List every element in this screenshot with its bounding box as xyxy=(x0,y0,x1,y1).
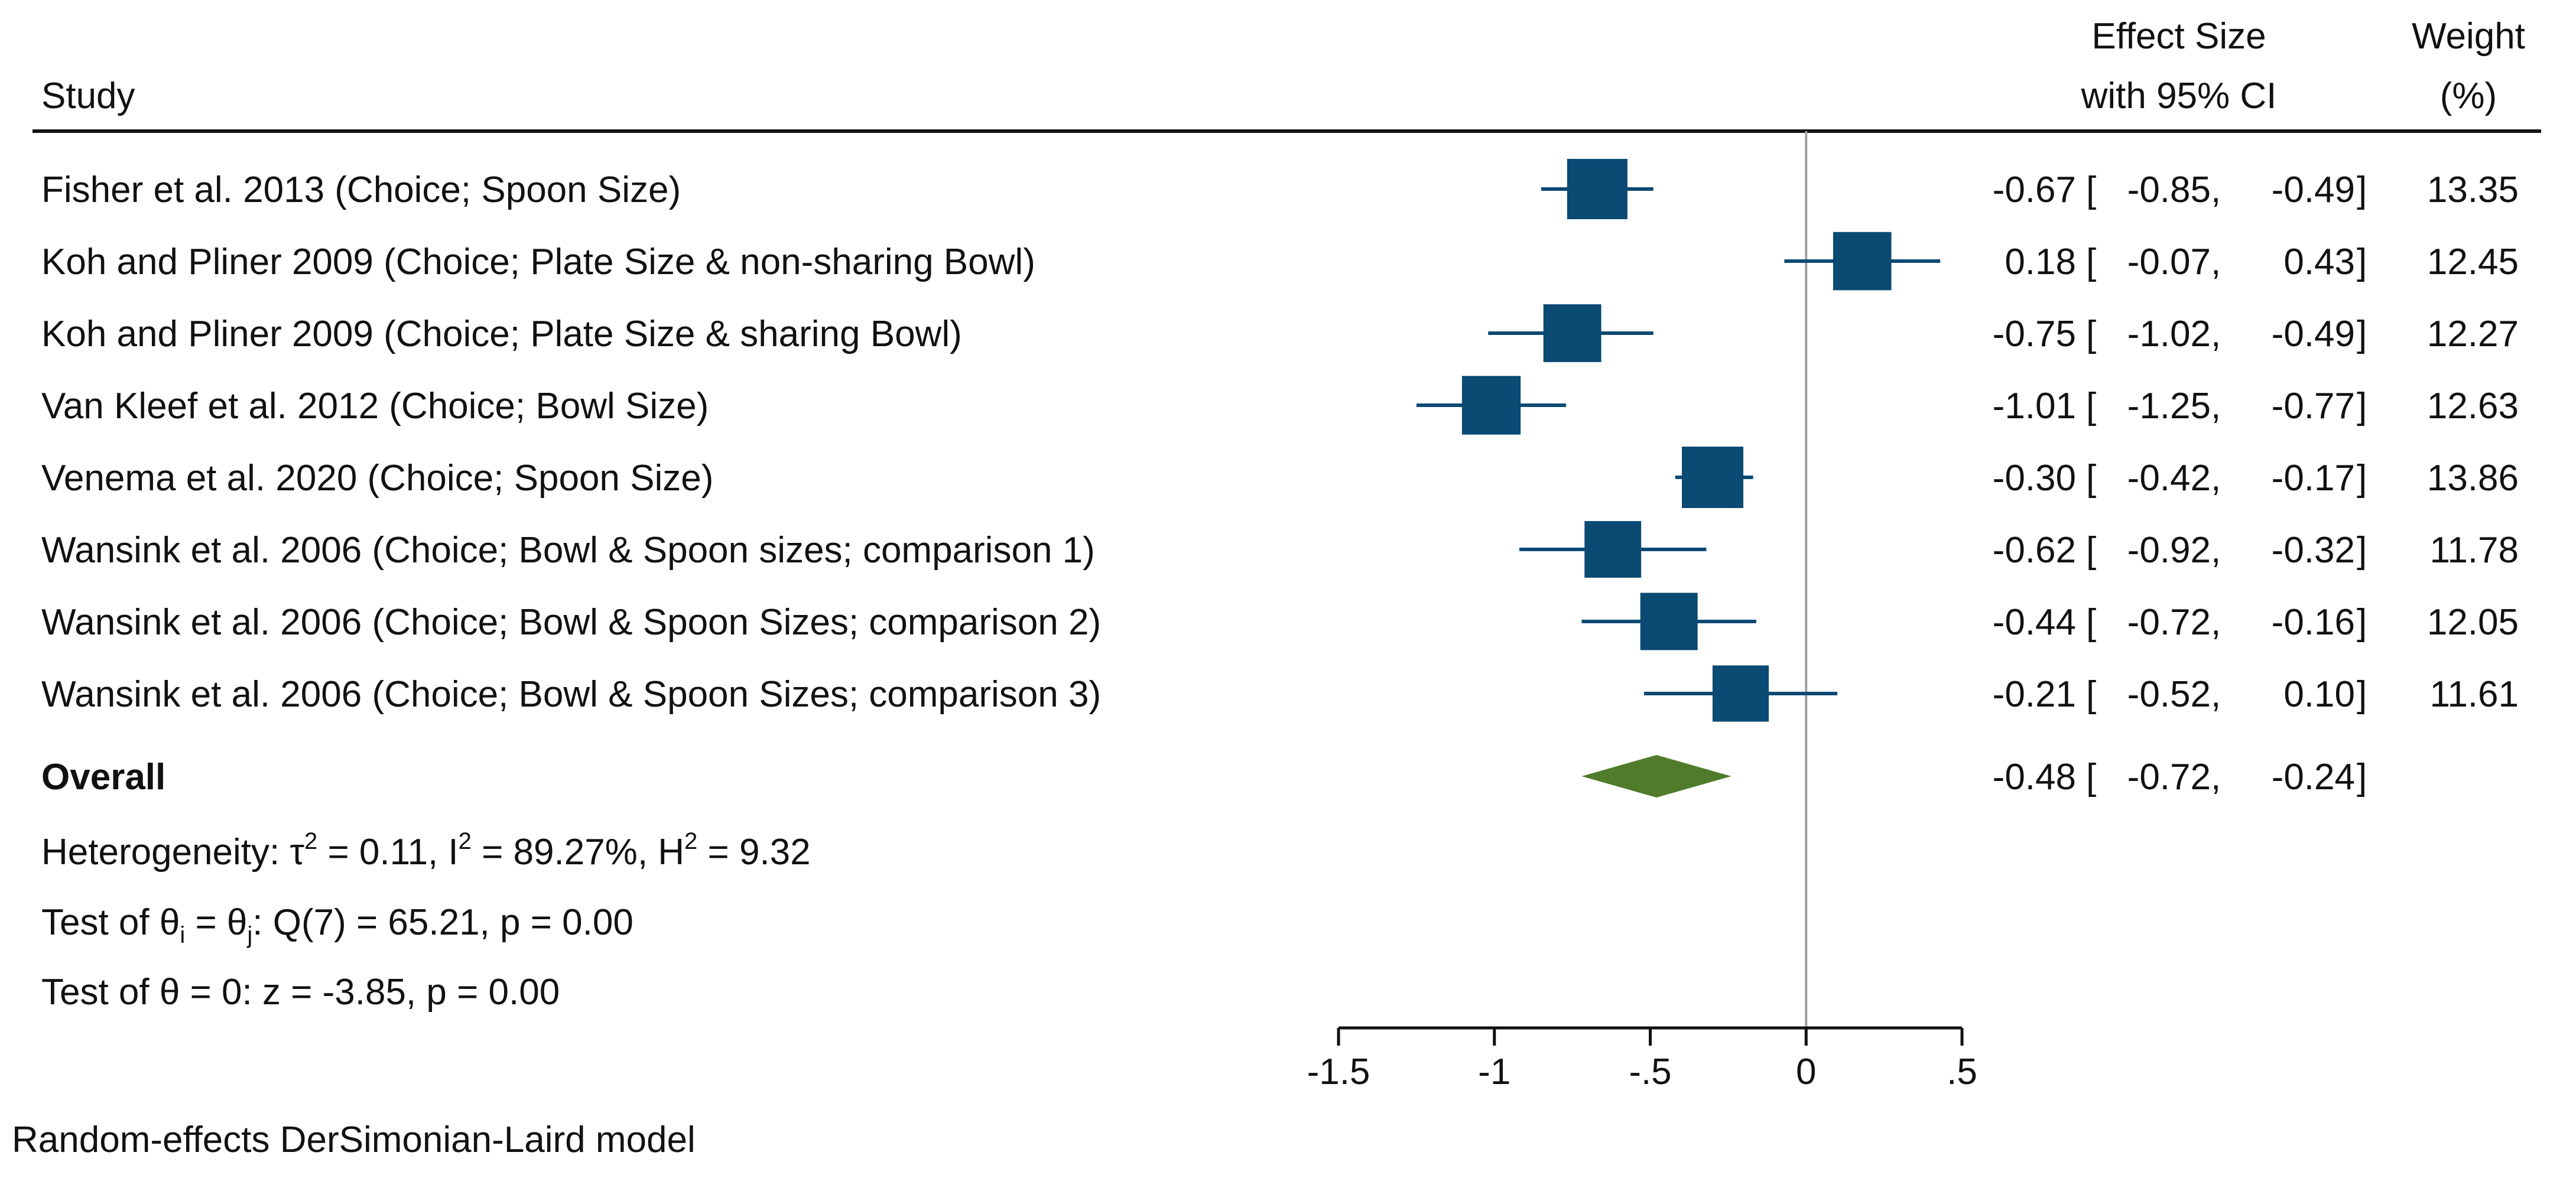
study-weight: 12.27 xyxy=(2427,314,2519,354)
study-ci-upper: -0.32 xyxy=(2272,530,2355,571)
study-ci-upper: -0.49 xyxy=(2272,314,2355,354)
study-effect-marker xyxy=(1567,158,1628,220)
study-label: Wansink et al. 2006 (Choice; Bowl & Spoo… xyxy=(41,530,1095,571)
header-ci: with 95% CI xyxy=(2081,76,2277,116)
overall-ci-lower: -0.72 xyxy=(2127,757,2211,798)
study-effect-marker xyxy=(1682,447,1743,508)
heterogeneity-stats: Heterogeneity: τ2 = 0.11, I2 = 89.27%, H… xyxy=(41,828,811,873)
x-tick-label: -.5 xyxy=(1629,1052,1671,1092)
study-ci-comma: , xyxy=(2211,314,2221,354)
x-tick-label: 0 xyxy=(1796,1052,1816,1092)
study-bracket-close: ] xyxy=(2357,602,2367,643)
study-bracket-close: ] xyxy=(2357,386,2367,427)
x-tick-label: -1.5 xyxy=(1307,1052,1370,1092)
study-label: Koh and Pliner 2009 (Choice; Plate Size … xyxy=(41,242,1035,282)
overall-es: -0.48 xyxy=(1993,757,2076,798)
study-weight: 13.86 xyxy=(2427,458,2519,499)
study-label: Wansink et al. 2006 (Choice; Bowl & Spoo… xyxy=(41,674,1101,715)
study-ci-lower: -0.07 xyxy=(2127,242,2211,282)
overall-diamond xyxy=(1581,755,1732,798)
overall-effect-test: Test of θ = 0: z = -3.85, p = 0.00 xyxy=(41,972,560,1013)
study-ci-lower: -0.92 xyxy=(2127,530,2211,571)
x-tick-label: .5 xyxy=(1947,1052,1977,1092)
study-ci-lower: -1.25 xyxy=(2127,386,2211,427)
study-bracket-close: ] xyxy=(2357,458,2367,499)
study-weight: 12.63 xyxy=(2427,386,2519,427)
x-tick-label: -1 xyxy=(1478,1052,1510,1092)
study-bracket-close: ] xyxy=(2357,530,2367,571)
overall-bracket-open: [ xyxy=(2086,757,2096,798)
study-weight: 12.05 xyxy=(2427,602,2519,643)
study-label: Koh and Pliner 2009 (Choice; Plate Size … xyxy=(41,314,962,354)
study-effect-marker xyxy=(1461,376,1521,435)
study-rows: Fisher et al. 2013 (Choice; Spoon Size) -… xyxy=(41,170,2519,715)
study-effect-size: -0.21 xyxy=(1993,674,2076,715)
study-effect-marker xyxy=(1833,232,1892,291)
study-effect-marker xyxy=(1584,521,1642,578)
study-effect-marker xyxy=(1543,304,1602,362)
study-bracket-open: [ xyxy=(2086,458,2096,499)
study-bracket-open: [ xyxy=(2086,314,2096,354)
study-ci-comma: , xyxy=(2211,386,2221,427)
study-bracket-open: [ xyxy=(2086,170,2096,210)
study-ci-comma: , xyxy=(2211,458,2221,499)
homogeneity-test: Test of θi = θj: Q(7) = 65.21, p = 0.00 xyxy=(41,902,634,948)
study-effect-size: -0.67 xyxy=(1993,170,2076,210)
study-ci-comma: , xyxy=(2211,530,2221,571)
study-ci-lower: -0.72 xyxy=(2127,602,2211,643)
study-ci-upper: 0.43 xyxy=(2283,242,2355,282)
study-effect-size: -0.44 xyxy=(1993,602,2076,643)
study-label: Venema et al. 2020 (Choice; Spoon Size) xyxy=(41,458,713,499)
header-weight-unit: (%) xyxy=(2440,76,2497,116)
study-label: Van Kleef et al. 2012 (Choice; Bowl Size… xyxy=(41,386,709,427)
study-ci-lower: -0.42 xyxy=(2127,458,2211,499)
study-bracket-close: ] xyxy=(2357,314,2367,354)
study-label: Wansink et al. 2006 (Choice; Bowl & Spoo… xyxy=(41,602,1101,643)
study-effect-size: -0.62 xyxy=(1993,530,2076,571)
study-bracket-close: ] xyxy=(2357,242,2367,282)
header-effect-size: Effect Size xyxy=(2091,16,2266,57)
study-ci-comma: , xyxy=(2211,602,2221,643)
study-bracket-open: [ xyxy=(2086,530,2096,571)
study-effect-size: 0.18 xyxy=(2005,242,2076,282)
study-effect-size: -0.75 xyxy=(1993,314,2076,354)
study-label: Fisher et al. 2013 (Choice; Spoon Size) xyxy=(41,170,681,210)
study-bracket-close: ] xyxy=(2357,170,2367,210)
study-bracket-open: [ xyxy=(2086,386,2096,427)
study-ci-upper: -0.17 xyxy=(2272,458,2355,499)
model-footnote: Random-effects DerSimonian-Laird model xyxy=(12,1119,696,1160)
study-markers xyxy=(1416,158,1941,722)
study-bracket-close: ] xyxy=(2357,674,2367,715)
study-ci-comma: , xyxy=(2211,170,2221,210)
overall-label: Overall xyxy=(41,757,165,798)
overall-comma: , xyxy=(2211,757,2221,798)
study-effect-size: -0.30 xyxy=(1993,458,2076,499)
header-weight: Weight xyxy=(2412,16,2525,57)
study-ci-lower: -1.02 xyxy=(2127,314,2211,354)
x-axis-ticks: -1.5 -1 -.5 0 .5 xyxy=(1307,1028,1977,1092)
study-ci-lower: -0.85 xyxy=(2127,170,2211,210)
study-ci-upper: 0.10 xyxy=(2283,674,2355,715)
study-ci-upper: -0.16 xyxy=(2272,602,2355,643)
study-bracket-open: [ xyxy=(2086,602,2096,643)
study-weight: 13.35 xyxy=(2427,170,2519,210)
study-effect-marker xyxy=(1712,665,1769,722)
study-ci-upper: -0.49 xyxy=(2272,170,2355,210)
study-effect-size: -1.01 xyxy=(1993,386,2076,427)
header-study: Study xyxy=(41,76,135,116)
study-ci-comma: , xyxy=(2211,674,2221,715)
study-weight: 11.61 xyxy=(2429,674,2519,715)
study-ci-upper: -0.77 xyxy=(2272,386,2355,427)
study-bracket-open: [ xyxy=(2086,242,2096,282)
overall-ci-upper: -0.24 xyxy=(2272,757,2355,798)
study-weight: 11.78 xyxy=(2429,530,2519,571)
study-effect-marker xyxy=(1640,593,1698,650)
study-weight: 12.45 xyxy=(2427,242,2519,282)
study-ci-comma: , xyxy=(2211,242,2221,282)
study-bracket-open: [ xyxy=(2086,674,2096,715)
overall-bracket-close: ] xyxy=(2357,757,2367,798)
study-ci-lower: -0.52 xyxy=(2127,674,2211,715)
